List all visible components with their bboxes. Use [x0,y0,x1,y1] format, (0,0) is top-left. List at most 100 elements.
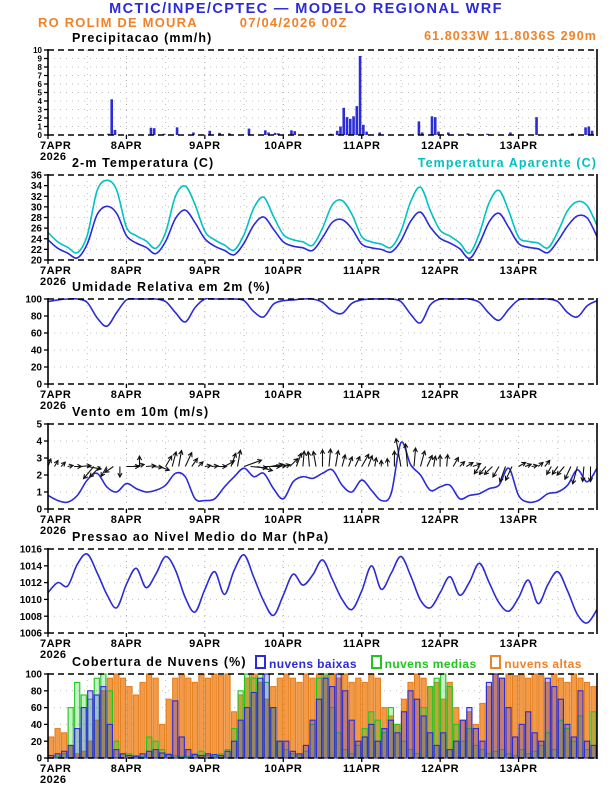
svg-text:8APR: 8APR [111,265,142,277]
svg-text:10: 10 [33,46,42,55]
svg-text:8: 8 [38,63,43,72]
svg-text:30: 30 [31,202,43,213]
svg-text:20: 20 [31,256,43,267]
svg-text:1008: 1008 [20,612,43,623]
svg-text:28: 28 [31,213,43,224]
high-clouds-label: nuvens altas [504,657,582,671]
svg-text:60: 60 [31,703,43,714]
svg-text:0: 0 [36,380,42,391]
svg-text:8APR: 8APR [111,638,142,650]
svg-text:2: 2 [38,114,43,123]
svg-text:1016: 1016 [20,545,43,556]
svg-text:2026: 2026 [40,400,66,412]
svg-text:60: 60 [31,329,43,340]
svg-text:9APR: 9APR [189,265,220,277]
svg-text:7APR: 7APR [40,638,71,650]
svg-text:6: 6 [38,80,43,89]
svg-text:5: 5 [38,88,43,97]
svg-text:1: 1 [36,488,42,499]
svg-text:0: 0 [36,754,42,765]
svg-text:5: 5 [36,420,42,431]
svg-text:22: 22 [31,245,43,256]
model-title: MCTIC/INPE/CPTEC — MODELO REGIONAL WRF [109,1,503,17]
legend-item-mid-clouds: nuvens medias [370,655,477,671]
panel-title-temperature: 2-m Temperatura (C) [72,156,215,170]
svg-text:10APR: 10APR [264,763,302,775]
svg-text:10APR: 10APR [264,140,302,152]
svg-text:26: 26 [31,224,43,235]
svg-text:9APR: 9APR [189,389,220,401]
svg-text:13APR: 13APR [500,140,538,152]
svg-text:7APR: 7APR [40,389,71,401]
svg-text:9APR: 9APR [189,763,220,775]
svg-text:20: 20 [31,737,43,748]
svg-text:9APR: 9APR [189,638,220,650]
svg-text:2026: 2026 [40,276,66,288]
svg-text:11APR: 11APR [343,638,380,650]
svg-text:10APR: 10APR [264,265,302,277]
svg-text:3: 3 [36,454,42,465]
svg-text:11APR: 11APR [343,514,380,526]
svg-text:1: 1 [38,122,43,131]
svg-text:13APR: 13APR [500,389,538,401]
svg-text:8APR: 8APR [111,763,142,775]
station-name: RO ROLIM DE MOURA [38,15,198,30]
svg-text:10APR: 10APR [264,389,302,401]
svg-text:13APR: 13APR [500,514,538,526]
mid-clouds-label: nuvens medias [384,657,477,671]
panel-title-apparent-temperature: Temperatura Aparente (C) [417,156,597,170]
mid-clouds-swatch-icon [370,655,382,669]
svg-text:2026: 2026 [40,151,66,163]
svg-text:0: 0 [38,131,43,140]
svg-text:11APR: 11APR [343,389,380,401]
svg-text:80: 80 [31,686,43,697]
station-run-line: RO ROLIM DE MOURA 07/04/2026 00Z [38,15,348,30]
svg-text:7APR: 7APR [40,265,71,277]
svg-text:1006: 1006 [20,629,43,640]
high-clouds-swatch-icon [490,655,502,669]
svg-text:100: 100 [25,295,42,306]
svg-text:100: 100 [25,670,42,681]
legend-item-high-clouds: nuvens altas [490,655,582,671]
svg-text:4: 4 [38,97,43,106]
svg-text:12APR: 12APR [421,140,459,152]
svg-text:13APR: 13APR [500,265,538,277]
svg-text:1012: 1012 [20,578,43,589]
panel-title-clouds: Cobertura de Nuvens (%) [72,655,247,669]
svg-text:13APR: 13APR [500,763,538,775]
svg-text:12APR: 12APR [421,389,459,401]
svg-text:40: 40 [31,346,43,357]
svg-text:0: 0 [36,505,42,516]
run-datetime: 07/04/2026 00Z [239,15,348,30]
svg-text:2026: 2026 [40,774,66,786]
svg-text:13APR: 13APR [500,638,538,650]
svg-text:11APR: 11APR [343,265,380,277]
panel-title-precipitation: Precipitacao (mm/h) [72,31,213,45]
svg-text:8APR: 8APR [111,389,142,401]
svg-text:3: 3 [38,105,43,114]
svg-text:32: 32 [31,192,43,203]
svg-text:11APR: 11APR [343,763,380,775]
svg-text:11APR: 11APR [343,140,380,152]
panel-title-wind: Vento em 10m (m/s) [72,405,210,419]
svg-text:10APR: 10APR [264,638,302,650]
svg-text:4: 4 [36,437,42,448]
svg-text:9APR: 9APR [189,514,220,526]
svg-text:20: 20 [31,363,43,374]
panel-title-pressure: Pressao ao Nivel Medio do Mar (hPa) [72,530,330,544]
svg-text:12APR: 12APR [421,763,459,775]
svg-text:2026: 2026 [40,649,66,661]
legend-item-low-clouds: nuvens baixas [255,655,357,671]
svg-text:40: 40 [31,720,43,731]
cloud-legend: nuvens baixas nuvens medias nuvens altas [255,655,592,671]
svg-text:8APR: 8APR [111,140,142,152]
svg-text:7APR: 7APR [40,763,71,775]
low-clouds-swatch-icon [255,655,266,669]
